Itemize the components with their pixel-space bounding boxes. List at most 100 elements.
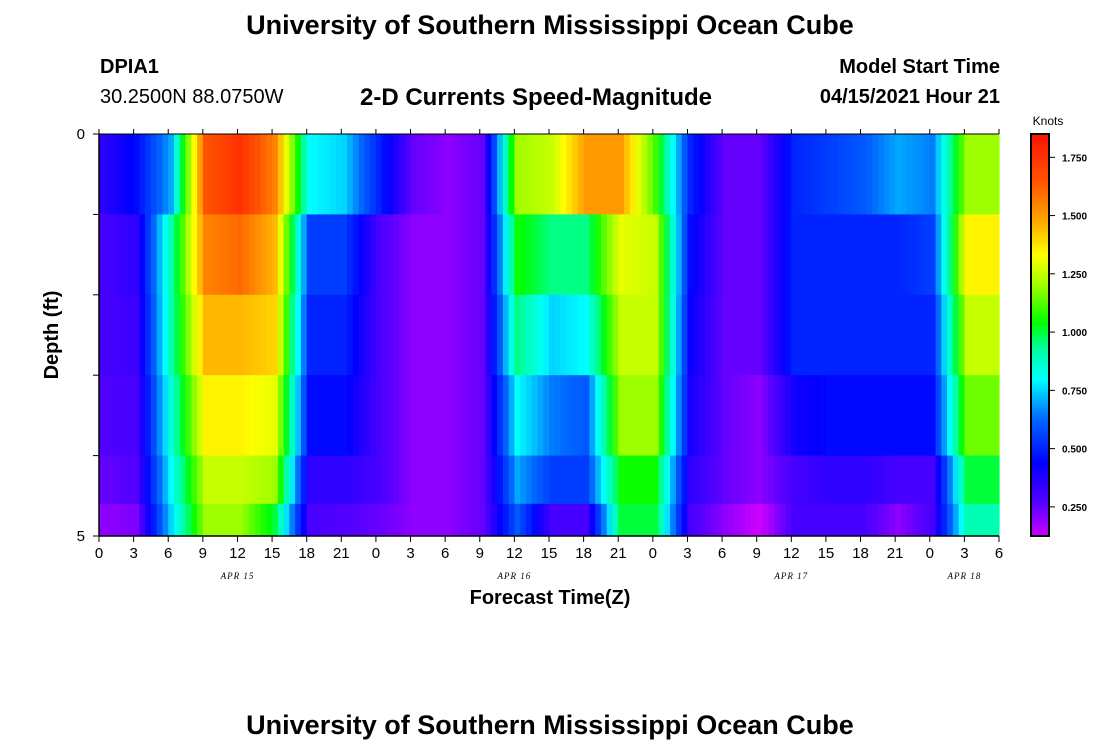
- heatmap-cell: [260, 375, 267, 456]
- heatmap-cell: [220, 134, 227, 215]
- heatmap-cell: [600, 503, 608, 537]
- heatmap-cell: [231, 503, 239, 537]
- heatmap-cell: [618, 294, 625, 376]
- heatmap-cell: [260, 503, 267, 537]
- heatmap-cell: [681, 294, 689, 376]
- heatmap-cell: [531, 134, 539, 215]
- heatmap-cell: [266, 455, 273, 505]
- heatmap-cell: [970, 375, 977, 456]
- heatmap-cell: [485, 134, 492, 215]
- heatmap-cell: [618, 214, 625, 296]
- heatmap-cell: [387, 214, 394, 296]
- heatmap-cell: [941, 134, 948, 215]
- heatmap-cell: [375, 503, 383, 537]
- heatmap-cell: [670, 134, 677, 215]
- heatmap-cell: [289, 294, 296, 376]
- heatmap-cell: [133, 503, 140, 537]
- heatmap-cell: [387, 294, 394, 376]
- heatmap-cell: [785, 375, 792, 456]
- heatmap-cell: [722, 294, 729, 376]
- colorbar-tick-label: 1.000: [1062, 328, 1087, 339]
- heatmap-cell: [912, 503, 919, 537]
- heatmap-cell: [808, 214, 815, 296]
- heatmap-cell: [433, 375, 440, 456]
- heatmap-cell: [416, 214, 423, 296]
- heatmap-cell: [185, 503, 192, 537]
- heatmap-cell: [958, 375, 965, 456]
- heatmap-cell: [168, 503, 175, 537]
- heatmap-cell: [808, 455, 815, 505]
- heatmap-cell: [704, 375, 712, 456]
- heatmap-cell: [797, 294, 804, 376]
- heatmap-cells: [99, 134, 1000, 537]
- heatmap-cell: [883, 294, 890, 376]
- heatmap-cell: [554, 294, 562, 376]
- heatmap-cell: [612, 134, 619, 215]
- heatmap-cell: [739, 214, 746, 296]
- heatmap-cell: [525, 294, 533, 376]
- heatmap-cell: [797, 503, 804, 537]
- heatmap-cell: [99, 375, 106, 456]
- heatmap-cell: [410, 294, 417, 376]
- heatmap-cell: [929, 455, 937, 505]
- heatmap-cell: [860, 134, 867, 215]
- heatmap-cell: [352, 214, 360, 296]
- colorbar-tick-label: 1.500: [1062, 212, 1087, 223]
- heatmap-cell: [497, 375, 504, 456]
- heatmap-cell: [993, 134, 1000, 215]
- heatmap-cell: [814, 503, 821, 537]
- heatmap-cell: [439, 455, 446, 505]
- heatmap-cell: [341, 134, 348, 215]
- heatmap-cell: [520, 375, 527, 456]
- heatmap-cell: [116, 375, 123, 456]
- heatmap-cell: [525, 503, 533, 537]
- heatmap-cell: [802, 214, 810, 296]
- heatmap-cell: [849, 294, 856, 376]
- heatmap-cell: [779, 455, 787, 505]
- heatmap-cell: [306, 503, 314, 537]
- heatmap-cell: [762, 503, 769, 537]
- heatmap-cell: [843, 294, 850, 376]
- heatmap-cell: [208, 455, 215, 505]
- heatmap-cell: [872, 455, 879, 505]
- heatmap-cell: [952, 455, 960, 505]
- heatmap-cell: [127, 134, 135, 215]
- heatmap-cell: [497, 503, 504, 537]
- heatmap-cell: [202, 455, 210, 505]
- heatmap-cell: [277, 214, 285, 296]
- x-axis-ticks: 0 3 6 9 12 15 18 21 0 3 6 9 12 15 18 21 0 3 6 9 12 15 18 21 0 3 6: [95, 129, 1003, 562]
- heatmap-cell: [185, 375, 192, 456]
- heatmap-cell: [474, 134, 481, 215]
- heatmap-cell: [508, 375, 515, 456]
- heatmap-cell: [531, 455, 539, 505]
- heatmap-cell: [779, 294, 787, 376]
- heatmap-cell: [595, 294, 602, 376]
- heatmap-cell: [647, 455, 654, 505]
- heatmap-cell: [191, 503, 198, 537]
- heatmap-cell: [514, 375, 521, 456]
- heatmap-cell: [906, 455, 914, 505]
- heatmap-cell: [306, 214, 314, 296]
- heatmap-cell: [964, 375, 971, 456]
- heatmap-cell: [537, 214, 544, 296]
- heatmap-cell: [641, 214, 648, 296]
- heatmap-cell: [745, 294, 752, 376]
- plot-title: 2-D Currents Speed-Magnitude: [360, 84, 713, 111]
- heatmap-cell: [231, 375, 239, 456]
- heatmap-cell: [762, 375, 769, 456]
- heatmap-cell: [318, 134, 325, 215]
- heatmap-cell: [520, 134, 527, 215]
- heatmap-cell: [820, 503, 827, 537]
- heatmap-cell: [837, 455, 844, 505]
- heatmap-cell: [156, 294, 164, 376]
- heatmap-cell: [162, 134, 169, 215]
- heatmap-cell: [981, 294, 989, 376]
- heatmap-cell: [375, 455, 383, 505]
- heatmap-cell: [958, 294, 965, 376]
- heatmap-cell: [491, 455, 498, 505]
- heatmap-cell: [860, 294, 867, 376]
- heatmap-cell: [624, 375, 631, 456]
- heatmap-cell: [99, 294, 106, 376]
- heatmap-cell: [347, 375, 354, 456]
